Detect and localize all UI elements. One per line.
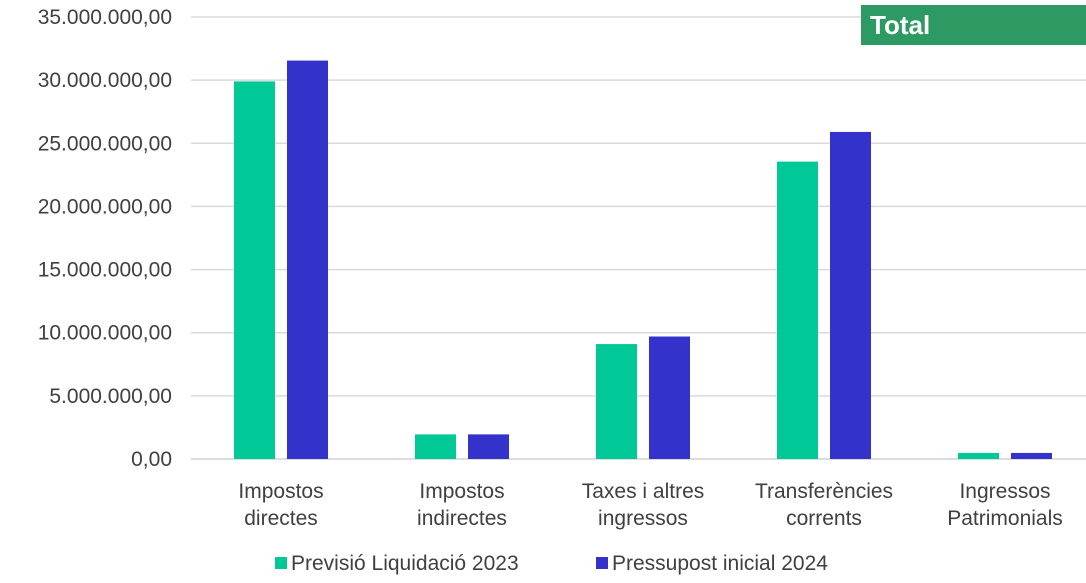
x-tick-label: directes	[244, 507, 318, 530]
bar	[287, 60, 328, 459]
y-tick-label: 25.000.000,00	[38, 132, 172, 155]
x-tick-label: Patrimonials	[947, 507, 1063, 530]
y-tick-label: 30.000.000,00	[38, 69, 172, 92]
legend-label: Previsió Liquidació 2023	[291, 552, 519, 575]
y-tick-label: 35.000.000,00	[38, 6, 172, 29]
y-tick-label: 0,00	[131, 448, 172, 471]
x-tick-label: Impostos	[419, 480, 504, 503]
bar	[234, 81, 275, 460]
bar	[777, 161, 818, 459]
bar	[958, 452, 999, 459]
y-tick-label: 20.000.000,00	[38, 195, 172, 218]
bar	[415, 434, 456, 459]
total-badge: Total	[861, 5, 1086, 45]
y-tick-label: 5.000.000,00	[49, 385, 172, 408]
y-tick-label: 10.000.000,00	[38, 322, 172, 345]
bar	[649, 336, 690, 459]
x-tick-label: ingressos	[598, 507, 688, 530]
legend-swatch	[596, 557, 608, 569]
x-tick-label: Impostos	[238, 480, 323, 503]
bar	[1011, 452, 1052, 459]
legend-swatch	[275, 557, 287, 569]
legend-label: Pressupost inicial 2024	[612, 552, 828, 575]
bar	[830, 131, 871, 460]
x-tick-label: Taxes i altres	[582, 480, 705, 503]
x-tick-label: Ingressos	[959, 480, 1050, 503]
x-tick-label: indirectes	[417, 507, 507, 530]
bar	[468, 434, 509, 459]
bar	[596, 344, 637, 459]
x-tick-label: Transferències	[755, 480, 893, 503]
y-tick-label: 15.000.000,00	[38, 259, 172, 282]
x-tick-label: corrents	[786, 507, 862, 530]
